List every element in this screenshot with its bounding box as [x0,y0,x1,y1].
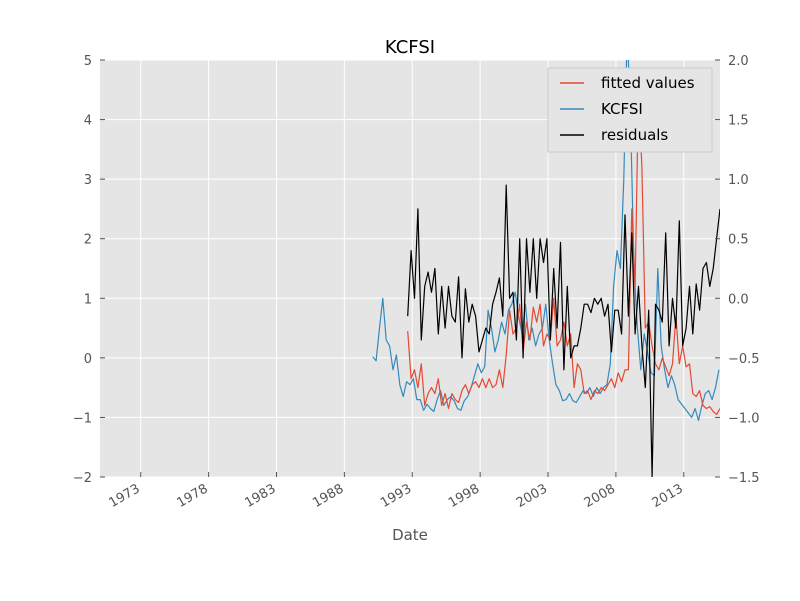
y-right-tick-label: 0.0 [728,292,749,307]
x-tick-label: 1983 [242,481,278,511]
y-right-tick-label: 2.0 [728,54,749,69]
x-tick-label: 1993 [378,481,414,511]
y-left-tick-label: 2 [84,233,92,248]
legend: fitted values KCFSI residuals [547,67,713,153]
y-right-tick-label: 1.5 [728,114,749,129]
x-tick-label: 2003 [514,481,550,511]
chart-title: KCFSI [385,37,435,58]
x-axis-label: Date [392,526,428,544]
y-left-tick-label: 1 [84,292,92,307]
x-tick-label: 2008 [582,481,618,511]
y-left-tick-label: −2 [73,471,92,486]
x-tick-label: 2013 [650,481,686,511]
series-group [372,60,720,477]
y-left-tick-label: 0 [84,352,92,367]
x-tick-label: 1978 [174,481,210,511]
y-left-tick-label: 5 [84,54,92,69]
series-line-fitted-values [407,89,720,415]
series-line-kcfsi [372,60,720,421]
series-line-residuals [407,184,720,477]
x-tick-label: 1973 [107,481,143,511]
legend-entry-label: fitted values [601,74,695,92]
legend-entry-label: KCFSI [601,100,643,118]
legend-entry-label: residuals [601,126,668,144]
legend-box [547,67,713,153]
y-right-tick-label: −1.5 [728,471,760,486]
y-left-tick-label: −1 [73,411,92,426]
y-right-tick-label: 1.0 [728,173,749,188]
x-tick-label: 1998 [446,481,482,511]
y-left-tick-label: 3 [84,173,92,188]
y-right-tick-label: 0.5 [728,233,749,248]
y-left-tick-label: 4 [84,114,92,129]
x-tick-label: 1988 [310,481,346,511]
y-right-tick-label: −0.5 [728,352,760,367]
y-right-tick-label: −1.0 [728,411,760,426]
